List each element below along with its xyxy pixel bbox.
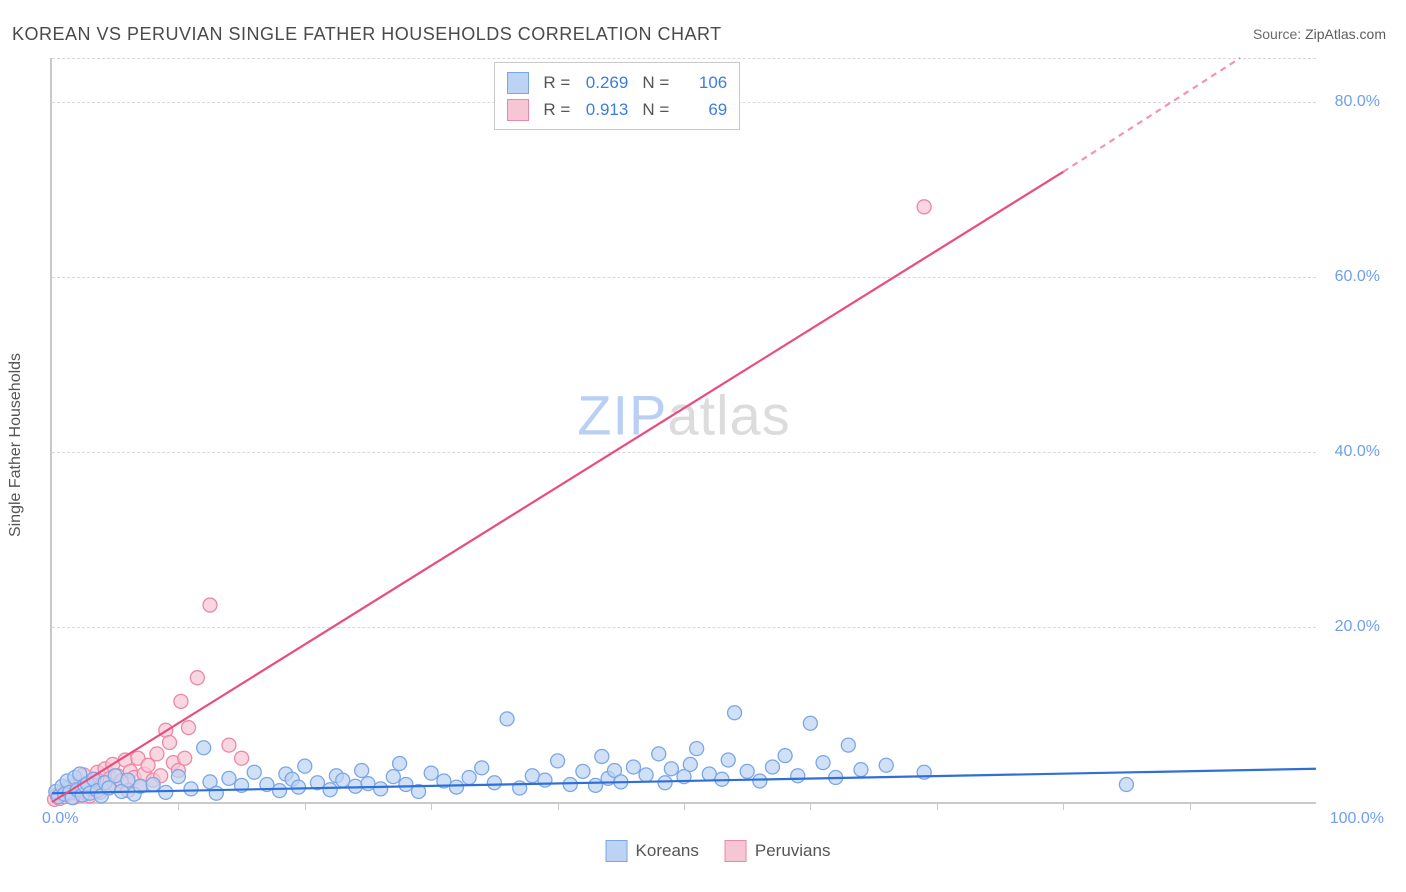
koreans-n-value: 106 <box>679 69 727 96</box>
chart-title: KOREAN VS PERUVIAN SINGLE FATHER HOUSEHO… <box>12 24 722 45</box>
x-tick <box>431 802 432 810</box>
legend-item-peruvians: Peruvians <box>725 840 831 862</box>
y-tick-label: 40.0% <box>1335 443 1380 461</box>
x-tick <box>1063 802 1064 810</box>
x-tick <box>305 802 306 810</box>
y-axis-label: Single Father Households <box>7 353 25 537</box>
stat-row-peruvians: R = 0.913 N = 69 <box>507 96 727 123</box>
y-tick-label: 60.0% <box>1335 268 1380 286</box>
scatter-svg <box>52 58 1316 802</box>
peruvians-n-value: 69 <box>679 96 727 123</box>
stat-legend: R = 0.269 N = 106 R = 0.913 N = 69 <box>494 62 740 130</box>
plot-region: ZIPatlas 20.0%40.0%60.0%80.0% R = 0.269 … <box>50 58 1316 804</box>
series-legend: Koreans Peruvians <box>606 840 831 862</box>
n-label: N = <box>642 69 669 96</box>
x-tick <box>1190 802 1191 810</box>
swatch-peruvians <box>725 840 747 862</box>
legend-item-koreans: Koreans <box>606 840 699 862</box>
legend-label-koreans: Koreans <box>636 841 699 861</box>
r-label: R = <box>543 96 570 123</box>
x-axis-max-label: 100.0% <box>1330 810 1384 828</box>
swatch-koreans <box>606 840 628 862</box>
x-tick <box>558 802 559 810</box>
y-tick-label: 20.0% <box>1335 618 1380 636</box>
n-label: N = <box>642 96 669 123</box>
source-attribution: Source: ZipAtlas.com <box>1253 26 1386 42</box>
y-tick-label: 80.0% <box>1335 93 1380 111</box>
legend-label-peruvians: Peruvians <box>755 841 831 861</box>
source-label: Source: <box>1253 26 1301 42</box>
swatch-koreans <box>507 72 529 94</box>
swatch-peruvians <box>507 99 529 121</box>
x-tick <box>810 802 811 810</box>
x-tick <box>937 802 938 810</box>
chart-area: Single Father Households ZIPatlas 20.0%4… <box>50 58 1386 832</box>
x-tick <box>178 802 179 810</box>
koreans-r-value: 0.269 <box>580 69 628 96</box>
peruvians-r-value: 0.913 <box>580 96 628 123</box>
r-label: R = <box>543 69 570 96</box>
stat-row-koreans: R = 0.269 N = 106 <box>507 69 727 96</box>
source-value: ZipAtlas.com <box>1305 26 1386 42</box>
x-tick <box>684 802 685 810</box>
x-axis-min-label: 0.0% <box>42 810 78 828</box>
